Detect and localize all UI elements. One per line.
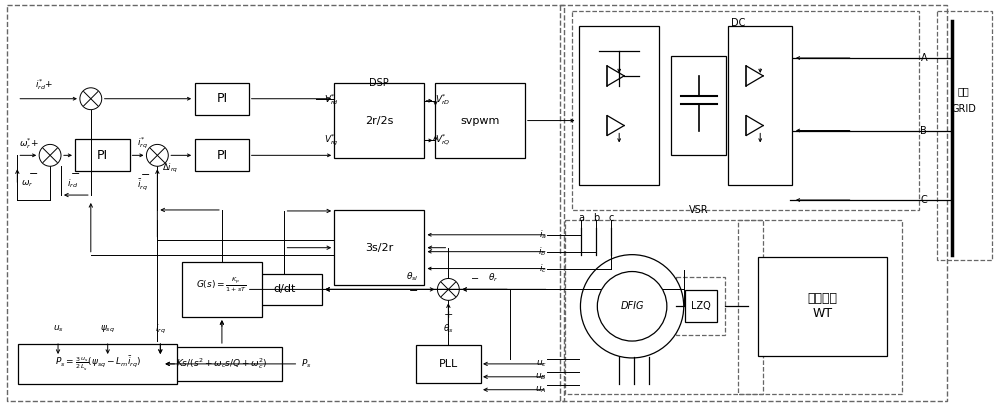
Text: $i_{rq}$: $i_{rq}$ [155,323,166,336]
Text: 3s/2r: 3s/2r [365,243,393,253]
Text: B: B [920,125,927,136]
Text: $u_c$: $u_c$ [536,359,547,369]
Bar [676,278,725,335]
Circle shape [39,144,61,166]
Text: PI: PI [216,92,227,105]
Bar [671,56,726,155]
Bar [560,5,947,400]
Text: $V_{rd}^{*}$: $V_{rd}^{*}$ [324,92,339,107]
Bar [579,26,659,185]
Text: $-$: $-$ [408,284,419,294]
Text: $u_A$: $u_A$ [535,385,547,395]
Bar [572,11,919,210]
Text: 2r/2s: 2r/2s [365,116,393,126]
Text: LZQ: LZQ [691,301,710,311]
Bar [937,11,992,260]
Text: $i_{rd}$: $i_{rd}$ [67,178,79,190]
Bar [334,83,424,158]
Text: $i_b$: $i_b$ [538,245,547,258]
Circle shape [437,278,459,300]
Text: $u_B$: $u_B$ [535,372,547,382]
Bar [18,344,177,384]
Text: $\theta_s$: $\theta_s$ [443,323,454,335]
Text: $V_{rD}^{*}$: $V_{rD}^{*}$ [435,92,451,107]
Bar [7,5,564,400]
Text: $V_{rQ}^{*}$: $V_{rQ}^{*}$ [435,133,451,148]
Text: $P_s=\frac{3}{2}\frac{u_s}{L_s}(\psi_{sq}-L_m\bar{i}_{rq})$: $P_s=\frac{3}{2}\frac{u_s}{L_s}(\psi_{sq… [55,355,141,373]
Text: PLL: PLL [439,359,458,369]
Bar [685,291,717,322]
Text: $V_{rq}^{*}$: $V_{rq}^{*}$ [324,133,339,148]
Bar [334,210,424,285]
Text: $\omega_r^{*}$+: $\omega_r^{*}$+ [19,136,39,151]
Text: VSR: VSR [689,205,708,215]
Circle shape [146,144,168,166]
Text: 风机组件
WT: 风机组件 WT [808,292,838,320]
Text: $G(s)=\frac{K_p}{1+sT}$: $G(s)=\frac{K_p}{1+sT}$ [196,275,247,294]
Text: $u_s$: $u_s$ [53,324,63,335]
Bar [195,83,249,115]
Circle shape [80,88,102,109]
Circle shape [580,255,684,358]
Bar [435,83,525,158]
Text: $i_{rq}^{*}$: $i_{rq}^{*}$ [137,136,148,151]
Text: C: C [920,195,927,205]
Circle shape [597,271,667,341]
Text: $\Delta i_{rq}$: $\Delta i_{rq}$ [162,162,178,175]
Bar [565,220,763,394]
Text: $i_c$: $i_c$ [539,262,547,275]
Text: $\theta_{sl}$: $\theta_{sl}$ [406,270,419,283]
Text: $-$: $-$ [470,273,479,282]
Text: $\theta_r$: $\theta_r$ [488,271,499,284]
Bar [247,274,322,305]
Bar [728,26,792,185]
Bar [195,140,249,171]
Text: svpwm: svpwm [460,116,500,126]
Bar [758,257,887,356]
Text: a: a [578,213,584,223]
Bar [738,220,902,394]
Text: $+$: $+$ [443,309,453,320]
Text: $-$: $-$ [140,168,150,178]
Text: DFIG: DFIG [620,301,644,311]
Text: $-$: $-$ [70,167,80,177]
Text: $\psi_{sq}$: $\psi_{sq}$ [100,324,115,335]
Text: $P_s$: $P_s$ [301,358,312,370]
Text: c: c [609,213,614,223]
Text: $-$: $-$ [28,167,38,177]
Text: A: A [920,53,927,63]
Text: 电网: 电网 [958,86,970,96]
Text: PI: PI [216,149,227,162]
Text: $Ks/(s^2+\omega_cs/Q+\omega_c^2)$: $Ks/(s^2+\omega_cs/Q+\omega_c^2)$ [176,357,268,371]
Text: GRID: GRID [951,104,976,114]
Text: b: b [593,213,599,223]
Text: PI: PI [97,149,108,162]
Bar [75,140,130,171]
Bar [182,262,262,317]
Bar [162,346,282,381]
Text: $\omega_r$: $\omega_r$ [21,179,33,189]
Text: DC: DC [731,18,746,28]
Text: $i_{rd}^{*}$+: $i_{rd}^{*}$+ [35,77,53,92]
Text: d/dt: d/dt [273,284,296,294]
Text: $i_a$: $i_a$ [539,229,547,241]
Text: DSP: DSP [369,78,389,88]
Text: $\bar{i}_{rq}$: $\bar{i}_{rq}$ [137,177,148,192]
Bar [416,345,481,383]
